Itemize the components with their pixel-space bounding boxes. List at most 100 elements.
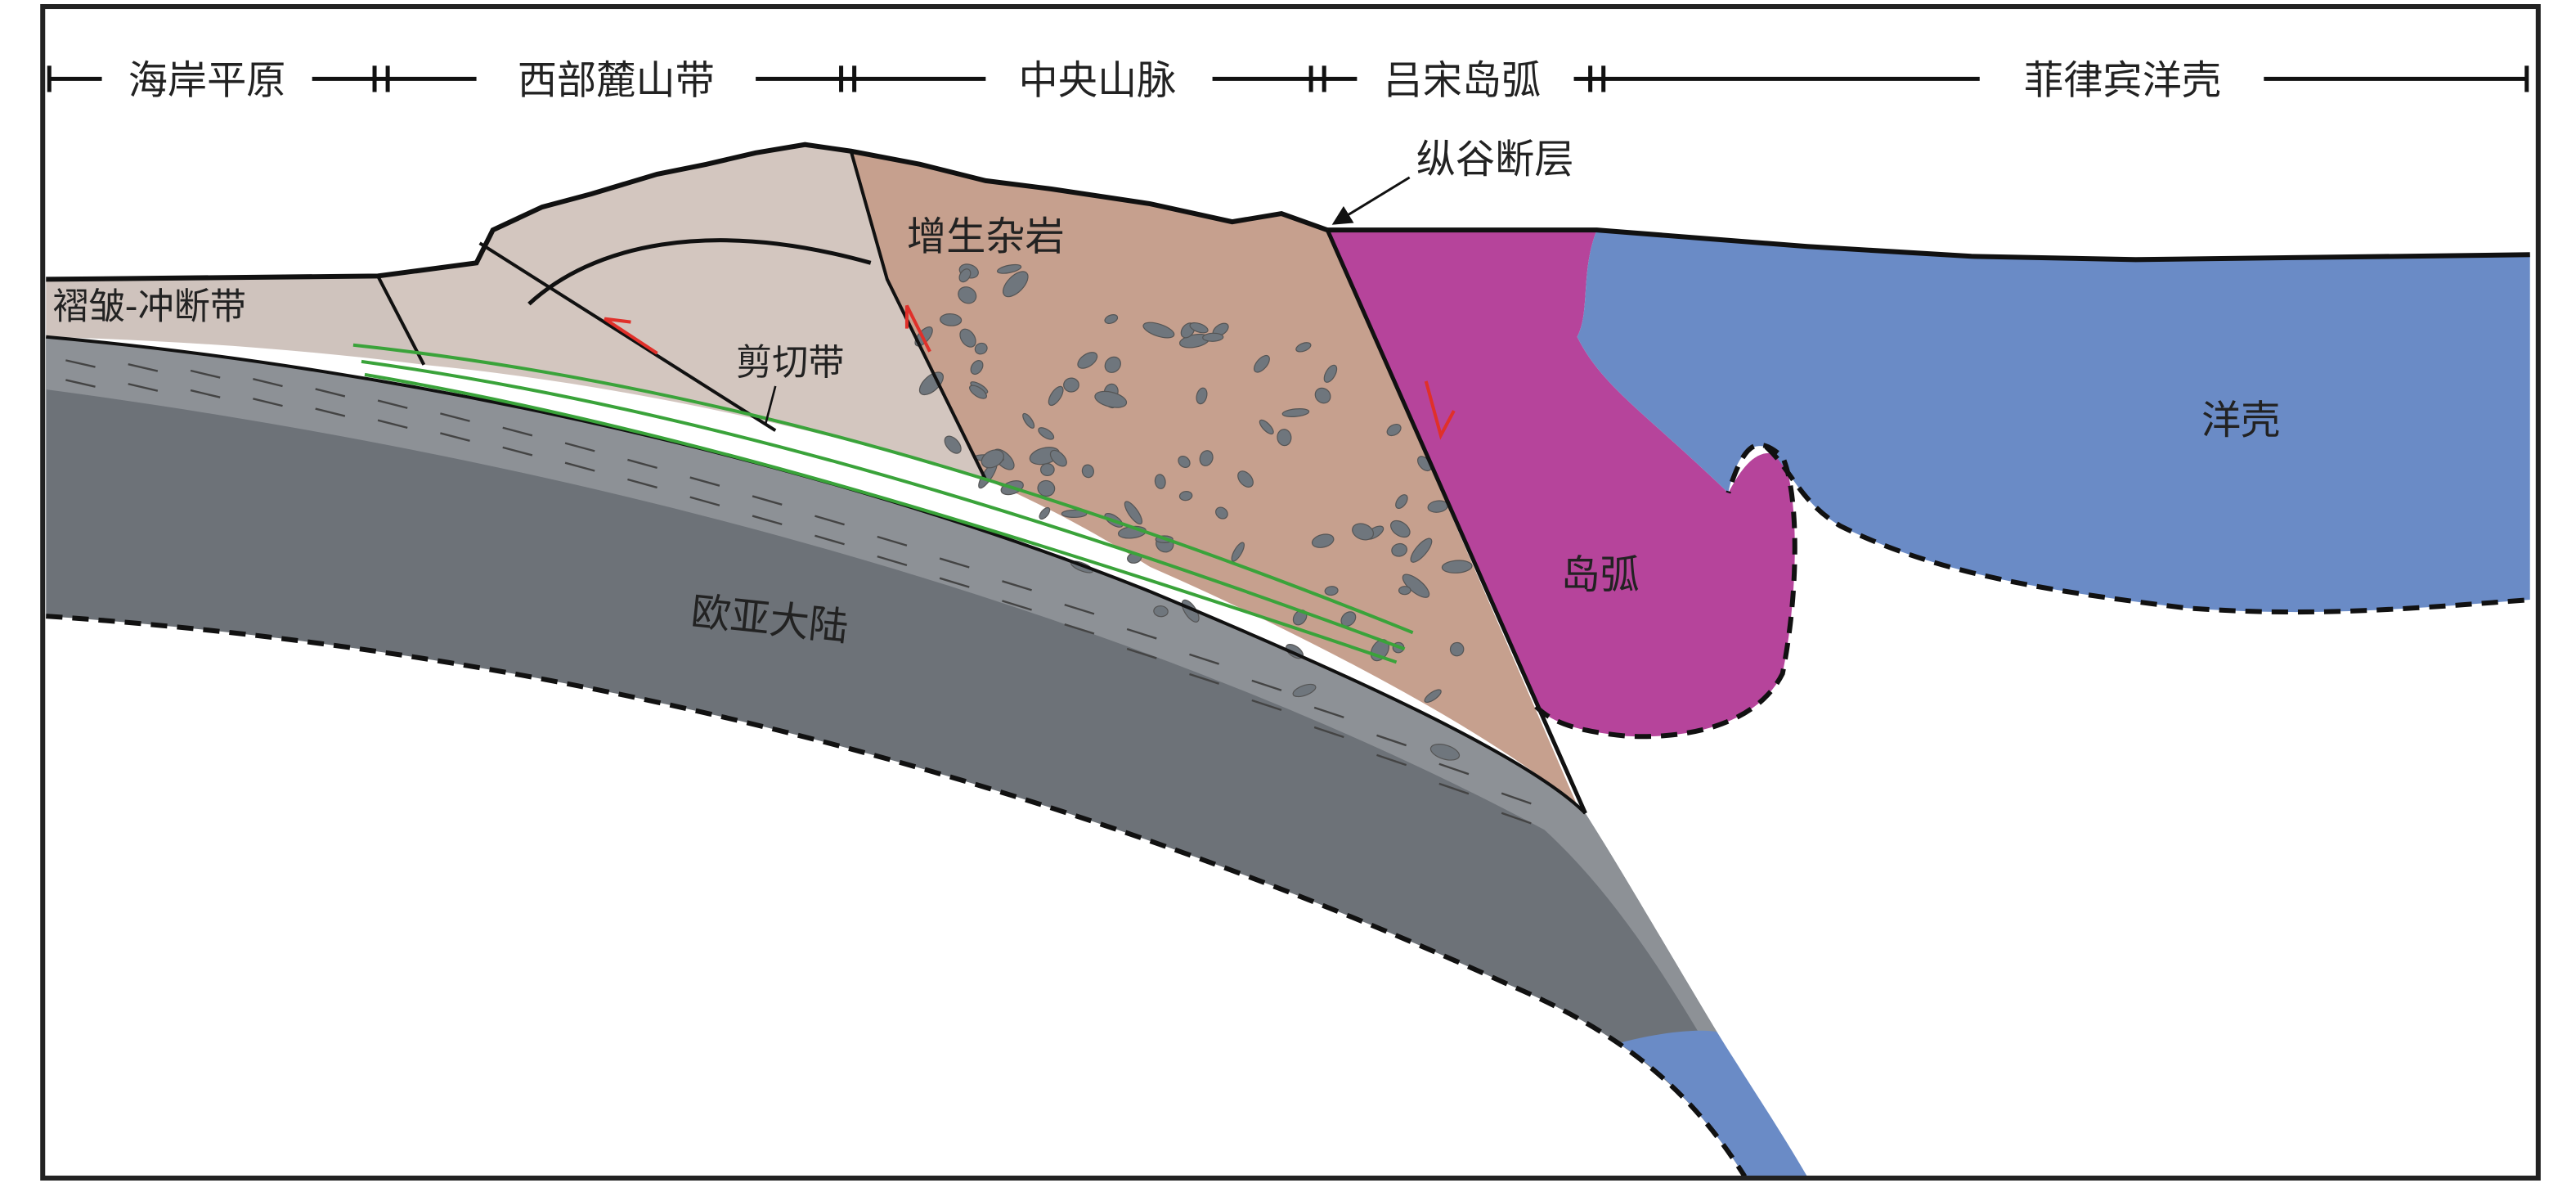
melange-block bbox=[940, 313, 963, 326]
melange-block bbox=[1048, 385, 1064, 407]
foliation-dash bbox=[689, 496, 720, 506]
thrust-fault-1 bbox=[376, 275, 426, 366]
region-coastal-plain: 海岸平原 bbox=[128, 57, 286, 103]
foliation-dash bbox=[440, 432, 470, 443]
melange-block bbox=[1081, 464, 1094, 479]
melange-block bbox=[1311, 533, 1335, 548]
fold-thrust-belt bbox=[46, 276, 424, 365]
shear-sense-arrows bbox=[604, 304, 1456, 440]
melange-block bbox=[1277, 429, 1292, 447]
melange-block bbox=[958, 268, 972, 283]
foliation-dash bbox=[502, 426, 533, 437]
foliation-dash bbox=[877, 555, 908, 567]
foliation-dash bbox=[253, 398, 283, 407]
foliation-dash bbox=[815, 534, 845, 546]
foliation-dash bbox=[440, 412, 470, 422]
label-fold-thrust: 褶皱-冲断带 bbox=[52, 286, 246, 328]
foliation-dash bbox=[1251, 679, 1282, 691]
foliation-dash bbox=[1126, 627, 1157, 640]
label-island-arc: 岛弧 bbox=[1560, 552, 1639, 598]
melange-block bbox=[1395, 494, 1408, 509]
melange-block bbox=[1104, 314, 1119, 325]
region-philippine-crust: 菲律宾洋壳 bbox=[2024, 57, 2221, 103]
foliation-dash bbox=[564, 442, 595, 452]
topography-line bbox=[46, 142, 1329, 282]
region-central-range: 中央山脉 bbox=[1019, 57, 1177, 103]
melange-block bbox=[1352, 523, 1375, 541]
continent-foliation bbox=[65, 359, 1532, 825]
melange-block bbox=[1441, 560, 1473, 574]
island-arc bbox=[1327, 230, 1795, 737]
melange-block bbox=[1295, 342, 1312, 353]
melange-block bbox=[1039, 463, 1055, 477]
melange-block bbox=[1142, 322, 1175, 339]
foliation-dash bbox=[1501, 812, 1532, 825]
melange-block bbox=[1022, 412, 1035, 429]
fault-pointer-arrow bbox=[1331, 176, 1411, 225]
melange-block bbox=[1386, 423, 1402, 437]
melange-block bbox=[1410, 538, 1433, 563]
foliation-dash bbox=[627, 458, 657, 470]
foliation-dash bbox=[1064, 623, 1095, 635]
foliation-dash bbox=[128, 362, 159, 372]
foliation-dash bbox=[65, 379, 96, 388]
eurasia-continent bbox=[46, 336, 1807, 1176]
foliation-dash bbox=[1501, 792, 1532, 805]
label-shear: 剪切带 bbox=[736, 342, 845, 384]
melange-block bbox=[1231, 542, 1245, 562]
foliation-dash bbox=[65, 359, 96, 368]
melange-block bbox=[1178, 490, 1193, 502]
foliation-dash bbox=[1064, 603, 1095, 615]
melange-block bbox=[1178, 456, 1191, 468]
melange-block bbox=[1391, 542, 1408, 557]
foliation-dash bbox=[1376, 734, 1407, 747]
foliation-dash bbox=[377, 419, 408, 430]
melange-block bbox=[958, 286, 977, 304]
melange-block bbox=[1324, 586, 1339, 596]
melange-block bbox=[1202, 332, 1224, 342]
melange-block bbox=[1037, 479, 1056, 497]
melange-block bbox=[1237, 470, 1254, 488]
foliation-dash bbox=[315, 407, 346, 417]
foliation-dash bbox=[1376, 753, 1407, 767]
arc-and-crust-base-dashed bbox=[1534, 442, 2530, 740]
longitudinal-valley-fault bbox=[1325, 229, 1587, 815]
melange-block bbox=[959, 328, 976, 348]
foliation-dash bbox=[627, 478, 657, 489]
melange-block bbox=[1429, 744, 1461, 761]
melange-block bbox=[1104, 356, 1121, 373]
melange-block bbox=[1199, 450, 1214, 466]
foliation-dash bbox=[502, 446, 533, 457]
melange-block bbox=[1049, 449, 1067, 467]
foliation-dash bbox=[128, 383, 159, 392]
melange-block bbox=[1398, 586, 1411, 596]
melange-block bbox=[1039, 506, 1051, 520]
melange-block bbox=[970, 360, 984, 376]
melange-block bbox=[1196, 387, 1208, 405]
foliation-dash bbox=[1002, 600, 1032, 611]
melange-block bbox=[1063, 377, 1079, 393]
foliation-dash bbox=[253, 378, 283, 388]
melange-block bbox=[981, 449, 1004, 469]
region-luzon-arc: 吕宋岛弧 bbox=[1384, 57, 1542, 103]
melange-block bbox=[1449, 641, 1465, 657]
melange-block bbox=[1253, 354, 1270, 373]
wedge-base bbox=[46, 335, 1587, 815]
slab-tip-ocean-crust bbox=[1618, 1030, 1807, 1176]
melange-block bbox=[1424, 689, 1442, 704]
foliation-dash bbox=[1189, 653, 1219, 665]
thrust-fault-4 bbox=[849, 151, 988, 481]
foliation-dash bbox=[689, 476, 720, 487]
foliation-dash bbox=[315, 388, 346, 398]
thrust-fault-2 bbox=[478, 241, 777, 432]
region-western-foothills: 西部麓山带 bbox=[518, 57, 715, 103]
ocean-surface bbox=[1327, 227, 2530, 263]
foliation-dash bbox=[1438, 762, 1470, 776]
foliation-dash bbox=[1002, 580, 1032, 592]
foliation-dash bbox=[1189, 672, 1219, 685]
red-arrow-3 bbox=[1424, 380, 1456, 440]
melange-block bbox=[1189, 322, 1209, 334]
label-fault: 纵谷断层 bbox=[1416, 137, 1574, 182]
melange-block bbox=[1281, 408, 1310, 417]
foliation-dash bbox=[1251, 699, 1282, 711]
